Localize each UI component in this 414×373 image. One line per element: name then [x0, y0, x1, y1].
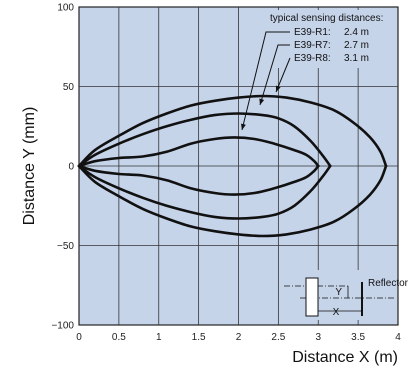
y-tick-label: −100	[51, 321, 74, 332]
inset-sensor-box	[305, 277, 319, 317]
annotation-model-r8: E39-R8:	[294, 53, 331, 64]
x-tick-label: 0.5	[112, 332, 126, 343]
annotation-model-r1: E39-R1:	[294, 27, 331, 38]
x-axis-title: Distance X (m)	[292, 349, 398, 366]
series-line-E39-R1-upper	[77, 136, 320, 168]
leader-arrowhead	[259, 98, 265, 105]
inset-reflector-label: Reflector	[368, 278, 409, 289]
y-tick-label: 50	[63, 82, 75, 93]
series-line-E39-R7-upper	[77, 112, 332, 168]
y-tick-label: 100	[57, 3, 74, 14]
annotation-background	[262, 10, 394, 68]
leader-line	[259, 44, 290, 106]
series-line-E39-R8-lower	[77, 164, 388, 238]
x-tick-label: 1.5	[192, 332, 206, 343]
x-tick-label: 4	[395, 332, 401, 343]
sensing-distance-annotation: typical sensing distances: E39-R1: 2.4 m…	[240, 10, 394, 131]
leader-arrowhead	[240, 123, 246, 130]
x-tick-label: 3.5	[351, 332, 365, 343]
annotation-distance-r7: 2.7 m	[344, 40, 369, 51]
annotation-model-r7: E39-R7:	[294, 40, 331, 51]
annotation-leader-lines	[240, 31, 291, 131]
inset-x-label: X	[333, 307, 340, 318]
y-tick-labels: 100 50 0 −50 −100	[51, 3, 74, 332]
x-tick-label: 2.5	[271, 332, 285, 343]
annotation-header: typical sensing distances:	[270, 13, 383, 24]
inset-y-label: Y	[335, 287, 342, 298]
series-line-E39-R7-lower	[77, 164, 332, 220]
x-tick-label: 3	[315, 332, 321, 343]
y-tick-label: −50	[57, 241, 74, 252]
inset-background	[282, 270, 396, 320]
leader-line	[241, 31, 290, 131]
annotation-distance-r8: 3.1 m	[344, 53, 369, 64]
series-line-E39-R1-lower	[77, 164, 320, 196]
y-axis-title: Distance Y (mm)	[21, 107, 38, 226]
leader-arrowhead	[275, 85, 281, 92]
x-tick-label: 1	[156, 332, 162, 343]
reflector-inset: Reflector X Y	[282, 270, 409, 320]
x-tick-label: 0	[76, 332, 82, 343]
annotation-distance-r1: 2.4 m	[344, 27, 369, 38]
y-tick-label: 0	[68, 162, 74, 173]
x-tick-labels: 0 0.5 1 1.5 2 2.5 3 3.5 4	[76, 332, 401, 343]
x-tick-label: 2	[236, 332, 242, 343]
leader-line	[275, 57, 291, 93]
